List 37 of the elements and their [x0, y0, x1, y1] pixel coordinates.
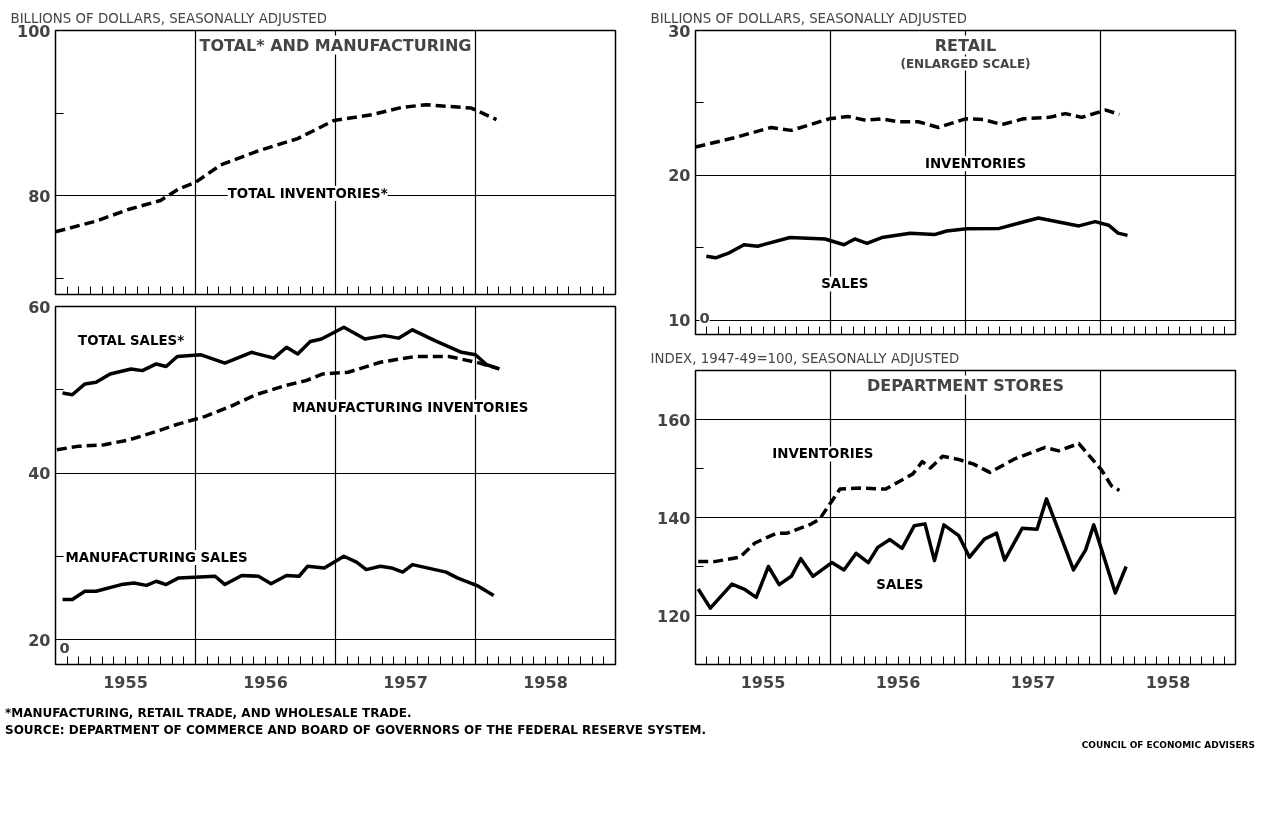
- text: INVENTORIES: [772, 446, 874, 462]
- legend-label: MANUFACTURING SALES: [65, 549, 248, 565]
- y-tick-label: 80: [28, 186, 51, 206]
- source-note: SOURCE: DEPARTMENT OF COMMERCE AND BOARD OF GOVERNORS OF THE FEDERAL RESERVE SYSTEM.: [5, 722, 708, 740]
- annotation: 0: [699, 308, 710, 326]
- text: COUNCIL OF ECONOMIC ADVISERS: [1080, 739, 1255, 753]
- y-tick-label: 10: [668, 311, 691, 331]
- y-tick-label: 20: [668, 166, 691, 186]
- y-tick-label: 40: [28, 464, 51, 484]
- series-label: TOTAL SALES*: [78, 333, 185, 349]
- annotation: 0: [59, 638, 70, 656]
- text: (ENLARGED SCALE): [900, 56, 1031, 71]
- series-label: TOTAL INVENTORIES*: [227, 186, 388, 202]
- y-tick-label: 20: [28, 630, 51, 650]
- chart-title: TOTAL* AND MANUFACTURING: [199, 35, 472, 55]
- y-tick-label: 140: [657, 508, 691, 528]
- y-tick-label: 120: [657, 606, 691, 626]
- series-label: MANUFACTURING INVENTORIES: [292, 399, 529, 415]
- text: *MANUFACTURING, RETAIL TRADE, AND WHOLESALE TRADE.: [5, 705, 413, 722]
- text: SALES: [821, 276, 869, 292]
- x-tick-label: 1958: [1145, 672, 1191, 692]
- y-axis-title: BILLIONS OF DOLLARS, SEASONALLY ADJUSTED: [10, 10, 327, 26]
- x-tick-label: 1956: [875, 672, 921, 692]
- y-tick-label: 160: [657, 410, 691, 430]
- x-tick-label: 1957: [1010, 672, 1056, 692]
- text: INVENTORIES: [924, 156, 1027, 172]
- y-tick-label: 60: [28, 297, 51, 317]
- chart-title: DEPARTMENT STORES: [867, 375, 1064, 395]
- x-tick-label: 1957: [383, 672, 428, 692]
- x-tick-label: 1958: [523, 672, 568, 692]
- series-label: SALES: [876, 577, 924, 593]
- x-tick-label: 1956: [243, 672, 288, 692]
- y-axis-title: INDEX, 1947-49=100, SEASONALLY ADJUSTED: [650, 350, 960, 366]
- chart-title: RETAIL: [934, 35, 997, 55]
- y-axis-title: BILLIONS OF DOLLARS, SEASONALLY ADJUSTED: [650, 10, 967, 26]
- x-tick-label: 1955: [740, 672, 786, 692]
- x-tick-label: 1955: [103, 672, 148, 692]
